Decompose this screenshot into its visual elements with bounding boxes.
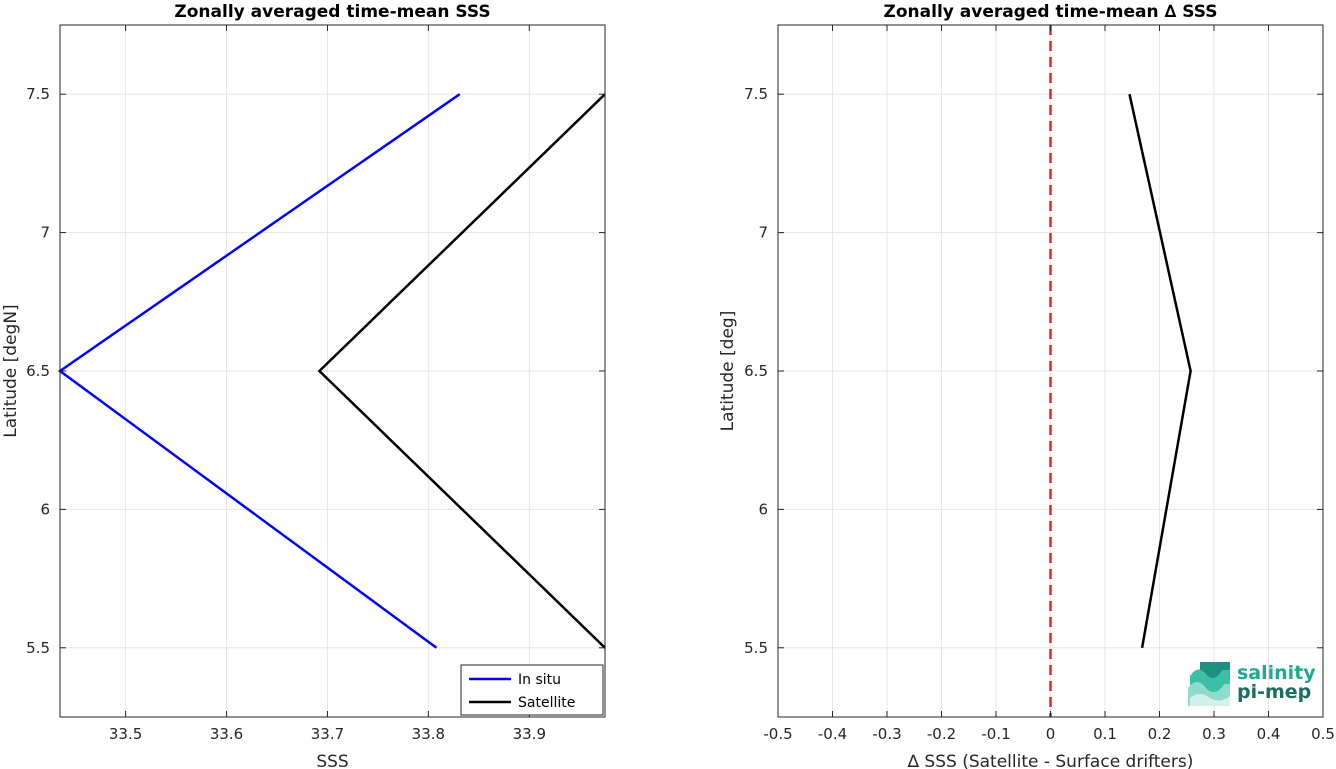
x-tick-label: -0.5	[763, 725, 792, 743]
x-tick-label: -0.1	[981, 725, 1010, 743]
y-tick-label: 7	[40, 224, 50, 242]
x-tick-label: 0.2	[1148, 725, 1172, 743]
y-tick-label: 5.5	[26, 639, 50, 657]
salinity-pi-mep-logo: salinity pi-mep	[1188, 662, 1316, 706]
chart-title: Zonally averaged time-mean ∆ SSS	[884, 2, 1218, 22]
legend-label-in-situ: In situ	[518, 672, 561, 688]
x-tick-label: 33.7	[311, 725, 344, 743]
y-tick-label: 6	[40, 500, 50, 518]
y-axis-label: Latitude [deg]	[718, 311, 738, 432]
y-tick-label: 6.5	[26, 362, 50, 380]
x-tick-label: 0.1	[1093, 725, 1117, 743]
y-tick-label: 7.5	[26, 85, 50, 103]
right-panel: -0.5 -0.4 -0.3 -0.2 -0.1 0 0.1 0.2 0.3 0.4 0.5 5.5 6…	[718, 2, 1335, 769]
x-axis-label: ∆ SSS (Satellite - Surface drifters)	[907, 752, 1194, 769]
x-tick-label: 0.5	[1311, 725, 1335, 743]
x-tick-label: 0.4	[1257, 725, 1281, 743]
y-tick-label: 7	[758, 224, 768, 242]
x-tick-label: 0.3	[1202, 725, 1226, 743]
y-tick-label: 6.5	[744, 362, 768, 380]
logo-wave-icon	[1188, 662, 1230, 706]
x-tick-label: 33.6	[210, 725, 243, 743]
x-tick-label: -0.2	[927, 725, 956, 743]
x-axis-label: SSS	[316, 752, 348, 769]
logo-text-pi-mep: pi-mep	[1237, 681, 1311, 703]
x-tick-label: 33.8	[412, 725, 445, 743]
series-line-0	[1128, 93, 1192, 649]
left-panel: 33.5 33.6 33.7 33.8 33.9 5.5 6 6.5 7 7.5 Zonally a…	[1, 2, 606, 769]
legend: In situ Satellite	[460, 664, 604, 716]
logo-text-salinity: salinity	[1237, 662, 1316, 684]
x-tick-label: 33.5	[109, 725, 142, 743]
x-tick-label: 0	[1046, 725, 1056, 743]
y-tick-label: 6	[758, 500, 768, 518]
x-tick-label: -0.4	[818, 725, 847, 743]
y-axis-label: Latitude [degN]	[1, 304, 21, 437]
y-tick-label: 7.5	[744, 85, 768, 103]
chart-title: Zonally averaged time-mean SSS	[174, 2, 490, 22]
legend-box	[460, 664, 604, 716]
x-tick-label: 33.9	[513, 725, 546, 743]
series-line-satellite	[317, 93, 606, 649]
x-tick-label: -0.3	[872, 725, 901, 743]
legend-label-satellite: Satellite	[518, 695, 575, 711]
y-tick-label: 5.5	[744, 639, 768, 657]
